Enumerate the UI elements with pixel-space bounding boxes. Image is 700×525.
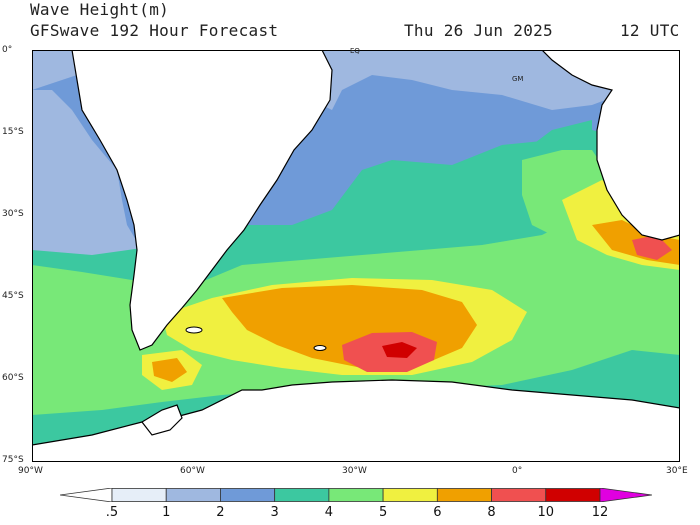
- colorbar-segment-6: [382, 488, 438, 502]
- lat-label-15s: 15°S: [2, 127, 24, 137]
- antarctic-peninsula: [141, 404, 183, 436]
- wave-contour-1-2m-north: [32, 50, 680, 110]
- colorbar-label-6: 6: [433, 505, 442, 520]
- wave-contour-10-12m: [382, 342, 417, 358]
- falkland-islands: [185, 326, 203, 334]
- chart-title: Wave Height(m): [30, 0, 170, 19]
- africa-land: [541, 50, 680, 241]
- colorbar-segment-1: [111, 488, 167, 502]
- south-america-land: [71, 50, 333, 351]
- wave-contour-1-2m-west: [32, 90, 142, 265]
- greenwich-marker: GM: [512, 75, 524, 83]
- lat-label-30s: 30°S: [2, 209, 24, 219]
- colorbar-segment-above: [599, 488, 652, 502]
- colorbar-label-4: 4: [324, 505, 334, 520]
- colorbar: [60, 488, 652, 502]
- map-svg: [32, 50, 680, 462]
- wave-height-map[interactable]: [32, 50, 680, 462]
- lon-label-90w: 90°W: [18, 466, 43, 476]
- map-frame: [32, 50, 680, 462]
- lat-label-0: 0°: [2, 45, 13, 55]
- colorbar-segment-4: [274, 488, 330, 502]
- chart-subtitle: GFSwave 192 Hour Forecast: [30, 21, 279, 40]
- colorbar-label-7: 8: [487, 505, 496, 520]
- colorbar-segment-below: [60, 488, 113, 502]
- forecast-time: 12 UTC: [620, 21, 680, 40]
- lat-label-60s: 60°S: [2, 373, 24, 383]
- colorbar-label-5: 5: [378, 505, 388, 520]
- south-georgia: [313, 345, 327, 351]
- equator-marker: EQ: [350, 47, 360, 55]
- colorbar-segment-8: [491, 488, 547, 502]
- lon-label-0: 0°: [512, 466, 523, 476]
- lat-label-75s: 75°S: [2, 455, 24, 465]
- lon-label-60w: 60°W: [180, 466, 205, 476]
- wave-contour-6-8m-drake: [152, 358, 187, 382]
- forecast-date: Thu 26 Jun 2025: [404, 21, 553, 40]
- colorbar-segment-7: [436, 488, 492, 502]
- lat-label-45s: 45°S: [2, 291, 24, 301]
- colorbar-segment-2: [165, 488, 221, 502]
- colorbar-segment-5: [328, 488, 384, 502]
- wave-contour-8-10m-cape: [632, 235, 672, 260]
- colorbar-label-2: 2: [216, 505, 225, 520]
- colorbar-label-3: 3: [270, 505, 279, 520]
- colorbar-label-0: .5: [105, 505, 119, 520]
- colorbar-segment-9: [545, 488, 601, 502]
- colorbar-segment-3: [220, 488, 276, 502]
- lon-label-30w: 30°W: [342, 466, 367, 476]
- lon-label-30e: 30°E: [666, 466, 688, 476]
- colorbar-label-9: 12: [591, 505, 609, 520]
- colorbar-label-1: 1: [162, 505, 171, 520]
- colorbar-label-8: 10: [537, 505, 555, 520]
